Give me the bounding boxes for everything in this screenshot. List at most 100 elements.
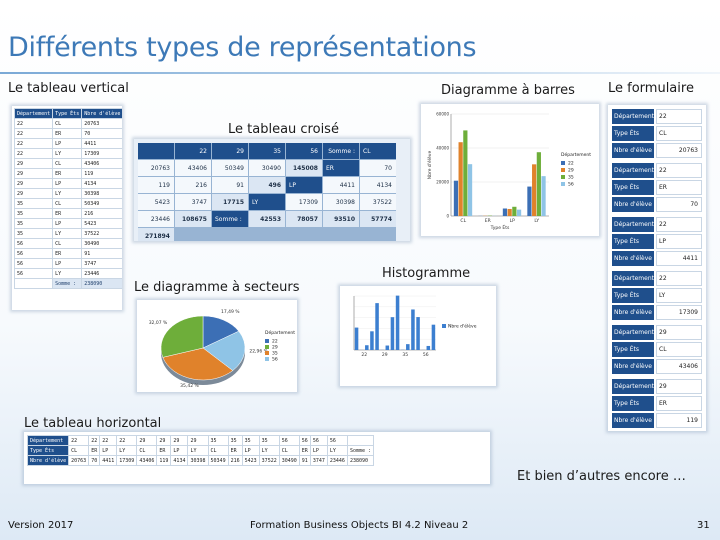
label-bar-chart: Diagramme à barres — [441, 83, 575, 98]
table-cell: 29 — [13, 178, 54, 189]
form-field-value: 22 — [656, 163, 702, 178]
crosstab-cell: 4134 — [360, 177, 396, 193]
table-cell: 23446 — [81, 268, 122, 279]
table-cell: LY — [116, 445, 138, 456]
table-row: 29 ER 119 — [13, 168, 122, 179]
bar — [406, 344, 410, 350]
legend-swatch — [265, 351, 269, 355]
label-histogram: Histogramme — [382, 266, 471, 281]
bar-chart: 0 20000 40000 60000 CL ER LP LY Type Éts Nbre d'é… — [426, 112, 591, 232]
slice-label: 32,07 % — [149, 320, 168, 326]
form-thumbnail: Département 22 Type Éts CL Nbre d'élève 20763… — [608, 105, 706, 431]
crosstab-cell: 30398 — [323, 194, 359, 210]
form-record: Département 22 Type Éts LY Nbre d'élève 17309 — [612, 271, 702, 321]
form-field-label: Nbre d'élève — [612, 197, 654, 212]
pie-slice — [162, 347, 234, 381]
table-cell: 4134 — [81, 178, 122, 189]
total-value: 238090 — [346, 455, 375, 466]
form-field-value: 29 — [656, 379, 702, 394]
table-cell: ER — [52, 208, 83, 219]
table-cell: 35 — [241, 435, 260, 446]
crosstab-cell: 17715 — [212, 194, 248, 210]
slice-label: 17,49 % — [221, 309, 240, 315]
form-field-value: LY — [656, 288, 702, 303]
pie-chart: 17,49 % 22,96 % 35,42 % 32,07 % Département 2… — [149, 309, 296, 389]
table-cell: 43406 — [81, 158, 122, 169]
table-cell: ER — [227, 445, 243, 456]
form-field-value: 22 — [656, 271, 702, 286]
table-cell: CL — [52, 158, 83, 169]
table-cell: ER — [52, 248, 83, 259]
table-cell: 50349 — [81, 198, 122, 209]
crosstab-cell: 5423 — [138, 194, 174, 210]
table-cell: 119 — [156, 455, 172, 466]
slice-label: 22,96 % — [249, 349, 268, 355]
pie-slice — [160, 315, 204, 358]
table-cell: 30398 — [187, 455, 209, 466]
form-field-value: CL — [656, 342, 702, 357]
bar — [463, 130, 468, 216]
table-cell: ER — [156, 445, 172, 456]
form-record: Département 22 Type Éts ER Nbre d'élève 70 — [612, 163, 702, 213]
bar — [541, 176, 546, 216]
legend-swatch — [442, 324, 446, 328]
table-row: 56 CL 30490 — [13, 238, 122, 249]
table-cell: 91 — [298, 455, 311, 466]
table-cell: LY — [258, 445, 280, 456]
footer-page-number: 31 — [697, 520, 710, 531]
label-vertical-table: Le tableau vertical — [8, 81, 129, 96]
bar — [453, 180, 459, 216]
crosstab-cell: 4411 — [323, 177, 359, 193]
bar — [375, 303, 379, 350]
form-field-value: 43406 — [656, 359, 702, 374]
legend-swatch — [561, 175, 565, 179]
form-record: Département 29 Type Éts ER Nbre d'élève 119 — [612, 379, 702, 429]
form-field-label: Nbre d'élève — [612, 251, 654, 266]
bar — [516, 209, 522, 216]
column-header: Nbre d'élève — [81, 108, 122, 119]
crosstab-cell: 17309 — [286, 194, 322, 210]
form-field-label: Nbre d'élève — [612, 359, 654, 374]
legend-swatch — [265, 339, 269, 343]
table-cell: 17309 — [81, 148, 122, 159]
crosstab-cell: 57774 — [360, 211, 396, 227]
table-cell: LY — [52, 228, 83, 239]
form-field-value: ER — [656, 180, 702, 195]
bar — [467, 164, 473, 216]
table-row: 56 LP 3747 — [13, 258, 122, 269]
table-cell: ER — [52, 168, 83, 179]
title-divider — [0, 72, 720, 74]
crosstab-column-header: 35 — [249, 143, 285, 159]
table-cell: 5423 — [81, 218, 122, 229]
crosstab-cell: 145008 — [286, 160, 322, 176]
y-axis-title: Nbre d'élève — [426, 151, 433, 180]
label-crosstab: Le tableau croisé — [228, 122, 339, 137]
x-tick-label: LY — [534, 218, 539, 224]
table-cell: 3747 — [81, 258, 122, 269]
crosstab-cell: 271894 — [138, 228, 174, 241]
x-tick-label: 22 — [361, 352, 367, 358]
bar — [502, 208, 508, 216]
bar — [390, 317, 395, 350]
crosstab-cell: 496 — [249, 177, 285, 193]
table-cell: LY — [52, 148, 83, 159]
form-record: Département 22 Type Éts CL Nbre d'élève 20763 — [612, 109, 702, 159]
column-header: Type Éts — [52, 108, 83, 119]
table-cell: CL — [68, 445, 90, 456]
form-field-label: Département — [612, 325, 654, 340]
legend-label: 29 — [568, 168, 574, 174]
footer-version: Version 2017 — [8, 520, 74, 531]
form-field-value: ER — [656, 396, 702, 411]
table-row: 29 LY 30398 — [13, 188, 122, 199]
crosstab-cell: 91 — [212, 177, 248, 193]
legend-title: Département — [561, 151, 591, 158]
legend-label: 35 — [568, 175, 574, 181]
bar — [532, 164, 537, 216]
legend-label: 29 — [272, 345, 278, 351]
table-cell: 56 — [13, 248, 54, 259]
form-field-value: CL — [656, 126, 702, 141]
form-record: Département 29 Type Éts CL Nbre d'élève 43406 — [612, 325, 702, 375]
table-cell: LY — [187, 445, 209, 456]
table-cell: 37522 — [258, 455, 280, 466]
column-header: Département — [13, 108, 54, 119]
